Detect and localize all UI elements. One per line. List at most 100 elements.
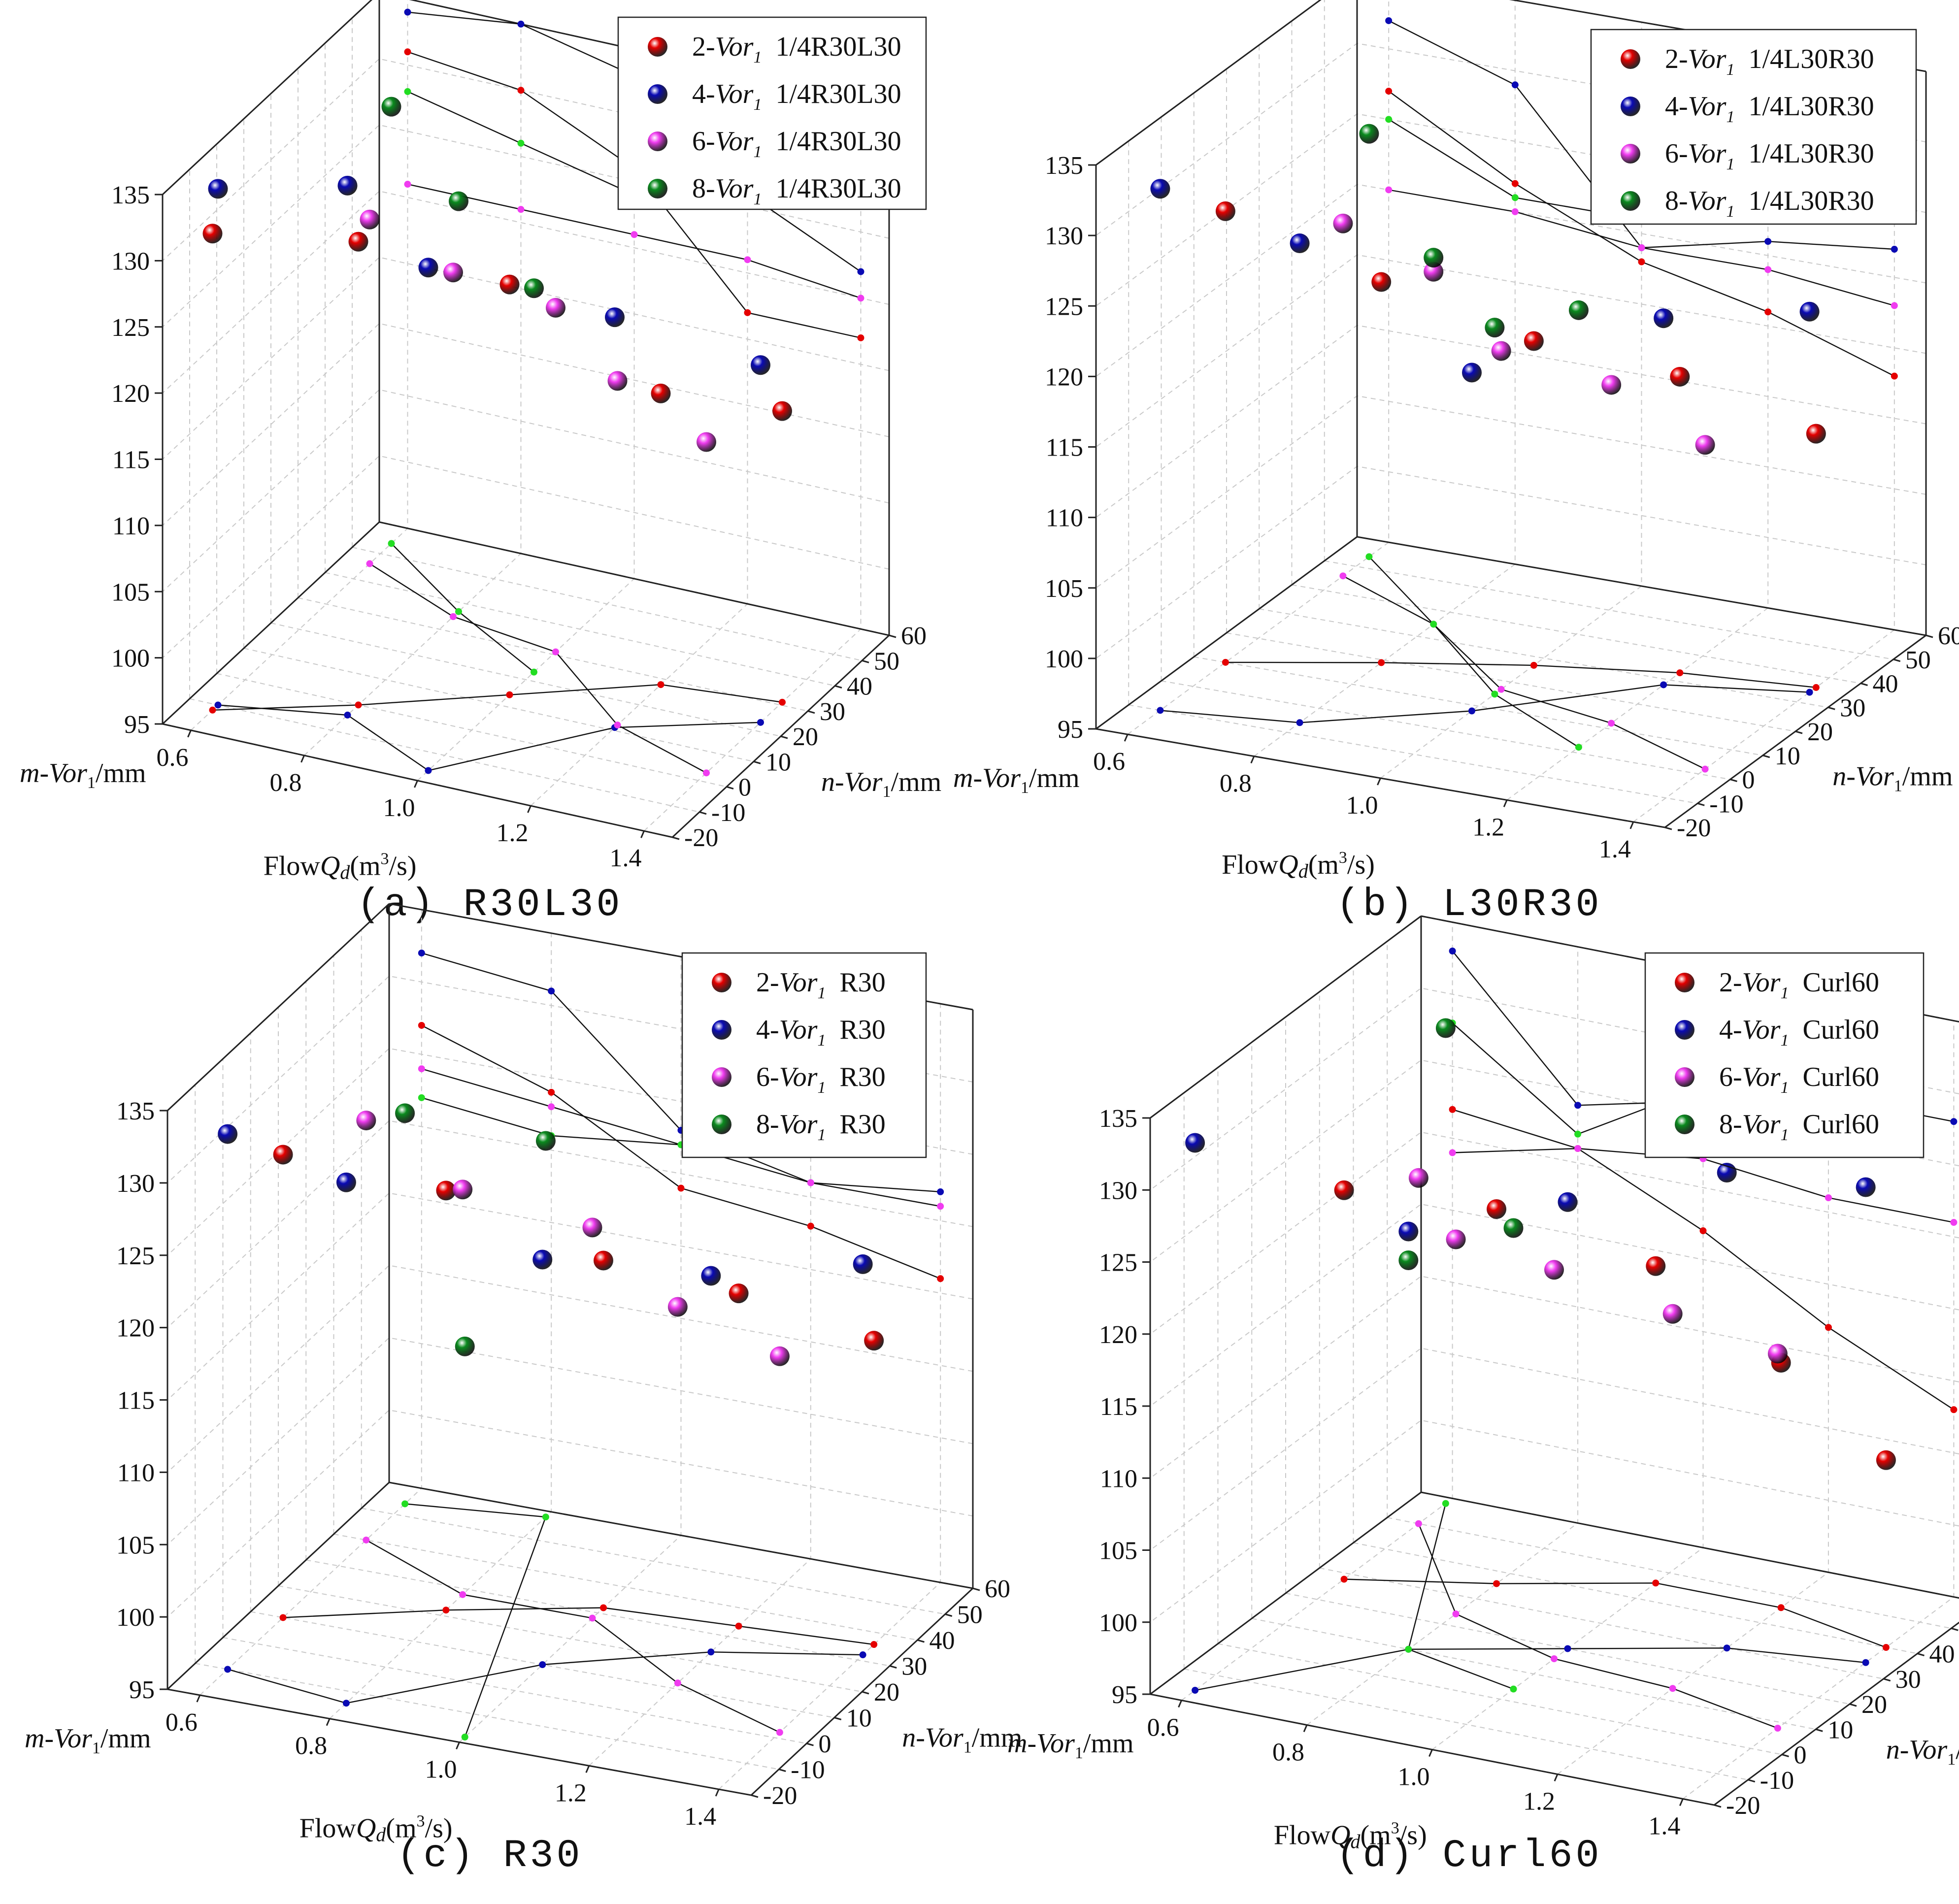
floor-point xyxy=(1378,659,1385,666)
z-axis-label: m-Vor1/mm xyxy=(1007,1728,1134,1762)
z-tick-label: 95 xyxy=(129,1676,155,1704)
legend-marker xyxy=(1675,1115,1694,1134)
data-point xyxy=(443,263,463,283)
legend-label: 6-Vor1 Curl60 xyxy=(1719,1062,1879,1097)
floor-point xyxy=(539,1661,546,1668)
wall-point xyxy=(1950,1118,1958,1125)
z-tick-label: 135 xyxy=(116,1097,155,1125)
data-point xyxy=(1662,1304,1683,1324)
data-point xyxy=(1398,1221,1419,1242)
floor-point xyxy=(506,691,513,698)
data-point xyxy=(1359,124,1379,144)
data-point xyxy=(1856,1177,1876,1197)
wall-point xyxy=(1449,948,1456,954)
y-tick-label: 40 xyxy=(1929,1641,1955,1669)
z-tick-label: 100 xyxy=(1045,645,1083,673)
data-point xyxy=(1424,248,1444,268)
floor-point xyxy=(870,1641,878,1648)
floor-point xyxy=(600,1604,607,1611)
x-tick-label: 1.4 xyxy=(1648,1812,1680,1840)
data-point xyxy=(1462,362,1482,383)
data-point xyxy=(1408,1168,1428,1188)
axis-frame xyxy=(1142,915,1959,1808)
legend-label: 4-Vor1 1/4L30R30 xyxy=(1665,91,1874,126)
series-line-floor xyxy=(1160,684,1810,723)
x-tick-label: 0.8 xyxy=(1272,1739,1304,1767)
floor-point xyxy=(366,560,373,567)
data-point xyxy=(336,1172,356,1192)
wall-point xyxy=(1825,1194,1832,1201)
floor-point xyxy=(342,1700,350,1707)
wall-point xyxy=(517,206,525,213)
legend-label: 8-Vor1 R30 xyxy=(756,1109,886,1144)
wall-point xyxy=(404,48,411,56)
wall-point xyxy=(1574,1102,1582,1109)
legend: 2-Vor1 Curl60 4-Vor1 Curl60 6-Vor1 Curl60 8-Vo… xyxy=(1644,952,1925,1158)
z-tick-label: 130 xyxy=(1099,1177,1137,1205)
y-tick-label: 10 xyxy=(846,1705,872,1733)
data-point xyxy=(535,1131,556,1151)
x-tick-label: 1.4 xyxy=(610,844,642,872)
floor-point xyxy=(707,1648,715,1656)
floor-point xyxy=(425,767,432,774)
y-tick-label: 60 xyxy=(1938,622,1959,650)
z-tick-label: 125 xyxy=(111,314,150,342)
wall-point xyxy=(517,87,525,94)
floor-point xyxy=(1564,1645,1571,1652)
wall-point xyxy=(418,1021,425,1029)
z-tick-label: 120 xyxy=(111,380,150,408)
y-tick-label: 40 xyxy=(930,1627,955,1655)
data-point xyxy=(524,278,544,298)
legend-label: 8-Vor1 Curl60 xyxy=(1719,1109,1879,1144)
legend-marker xyxy=(712,1115,731,1134)
chart-panel-d: 0.60.81.01.21.4-20-100102030405060951001… xyxy=(979,915,1959,1904)
wall-point xyxy=(1385,186,1393,194)
legend-label: 2-Vor1 1/4R30L30 xyxy=(692,32,901,66)
floor-point xyxy=(1652,1579,1660,1587)
wall-point xyxy=(1950,1219,1958,1226)
data-point xyxy=(1290,233,1310,254)
data-point xyxy=(1767,1344,1788,1364)
series-line-floor xyxy=(227,1651,863,1704)
data-point xyxy=(1646,1256,1666,1276)
wall-point xyxy=(807,1222,814,1230)
wall-point xyxy=(418,950,425,957)
floor-point xyxy=(1530,661,1537,669)
y-tick-label: -20 xyxy=(1726,1792,1760,1820)
wall-point xyxy=(1511,81,1519,89)
wall-point xyxy=(1638,258,1645,265)
data-point xyxy=(769,1346,790,1366)
floor-point xyxy=(459,1591,466,1598)
floor-point xyxy=(450,613,457,621)
y-tick-label: 40 xyxy=(1873,670,1898,698)
data-point xyxy=(1876,1450,1896,1470)
floor-point xyxy=(442,1607,450,1614)
panel-caption-c: (c) R30 xyxy=(397,1834,583,1878)
wall-point xyxy=(517,139,525,147)
x-tick-label: 1.2 xyxy=(497,819,529,847)
panel-caption-d: (d) Curl60 xyxy=(1336,1834,1602,1878)
y-tick-label: -10 xyxy=(711,799,745,827)
legend-marker xyxy=(1621,191,1640,211)
series-line-floor xyxy=(369,563,707,774)
y-axis-label: n-Vor1/mm xyxy=(902,1723,1022,1757)
y-tick-label: 20 xyxy=(1807,718,1833,746)
z-tick-label: 105 xyxy=(1045,575,1083,603)
series-2-Vor1 xyxy=(273,1021,944,1648)
y-tick-label: 0 xyxy=(738,774,751,802)
legend: 2-Vor1 1/4L30R30 4-Vor1 1/4L30R30 6-Vor1 1/4L… xyxy=(1590,29,1917,225)
chart-svg-d: 0.60.81.01.21.4-20-100102030405060951001… xyxy=(1007,915,1959,1853)
floor-point xyxy=(388,540,395,547)
y-tick-label: 10 xyxy=(1827,1716,1853,1744)
floor-point xyxy=(1468,707,1475,715)
x-tick-label: 0.6 xyxy=(157,744,189,772)
floor-point xyxy=(1415,1520,1422,1527)
z-tick-label: 115 xyxy=(1046,434,1083,462)
y-tick-label: 10 xyxy=(765,748,791,776)
floor-point xyxy=(1452,1610,1460,1617)
floor-point xyxy=(1405,1645,1412,1653)
floor-point xyxy=(1608,720,1615,727)
floor-point xyxy=(1497,686,1505,693)
y-tick-label: 0 xyxy=(1794,1741,1807,1770)
z-tick-label: 120 xyxy=(1099,1321,1137,1349)
